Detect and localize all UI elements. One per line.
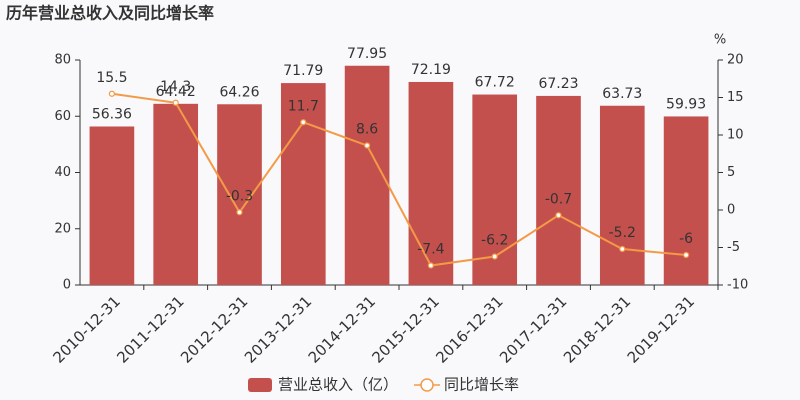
x-tick-label: 2016-12-31 (432, 292, 506, 366)
line-point (172, 99, 179, 106)
line-value-label: 15.5 (96, 70, 127, 86)
legend-label: 同比增长率 (444, 376, 519, 394)
line-value-label: -0.7 (545, 191, 572, 207)
line-value-label: 14.3 (160, 79, 191, 95)
line-value-label: -6.2 (481, 233, 508, 249)
x-tick-label: 2014-12-31 (305, 292, 379, 366)
y2-tick-label: -5 (727, 240, 740, 255)
line-value-label: 11.7 (288, 98, 319, 114)
bar-value-label: 67.23 (538, 76, 578, 92)
bar (217, 104, 262, 285)
line-point (682, 251, 690, 259)
line-point (619, 245, 626, 253)
line-value-label: -7.4 (417, 242, 444, 258)
line-value-label: -5.2 (609, 225, 636, 241)
x-tick-label: 2015-12-31 (369, 292, 443, 366)
y2-tick-label: -10 (727, 278, 748, 293)
line-point (236, 209, 243, 216)
bar (153, 103, 199, 285)
x-tick-label: 2013-12-31 (241, 292, 315, 366)
bar (599, 105, 645, 286)
y-tick-label: 80 (54, 53, 71, 68)
y-tick-label: 20 (54, 221, 71, 236)
line-point (108, 90, 116, 97)
y2-tick-label: 20 (727, 53, 744, 68)
bar-value-label: 64.42 (156, 84, 196, 100)
line-value-label: -6 (679, 231, 693, 247)
bar-value-label: 56.36 (92, 106, 132, 122)
y2-tick-label: 15 (727, 90, 744, 105)
x-tick-label: 2011-12-31 (113, 292, 187, 366)
line-point (364, 142, 371, 149)
line-point (555, 212, 562, 219)
y2-tick-label: 0 (727, 203, 735, 218)
line (111, 92, 687, 267)
bar-value-label: 72.19 (411, 62, 451, 78)
bar (89, 126, 135, 285)
x-tick-label: 2010-12-31 (50, 292, 124, 366)
y-tick-label: 0 (63, 278, 71, 293)
bar (280, 83, 326, 285)
chart-title: 历年营业总收入及同比增长率 (6, 4, 214, 23)
x-tick-label: 2012-12-31 (177, 292, 251, 366)
line-point (491, 253, 498, 260)
y-tick-label: 40 (54, 165, 71, 180)
line-value-label: -0.3 (226, 188, 253, 204)
line-value-label: 8.6 (356, 122, 378, 138)
legend-swatch (420, 378, 434, 392)
bar-value-label: 63.73 (602, 86, 642, 102)
bar-value-label: 59.93 (666, 96, 706, 112)
bar-value-label: 67.72 (475, 75, 515, 91)
y2-tick-label: 5 (727, 165, 735, 180)
legend-swatch (248, 378, 272, 392)
bar (663, 116, 709, 286)
x-tick-label: 2019-12-31 (624, 292, 698, 366)
bar-value-label: 64.26 (219, 84, 259, 100)
bar (408, 81, 454, 285)
y-tick-label: 60 (54, 109, 71, 124)
bar (536, 95, 581, 286)
bar-value-label: 77.95 (347, 46, 387, 62)
bar (472, 94, 518, 285)
line-point (427, 262, 434, 269)
y2-tick-label: 10 (727, 128, 744, 143)
x-tick-label: 2017-12-31 (496, 292, 570, 366)
line-point (300, 119, 307, 126)
legend-label: 营业总收入（亿） (278, 376, 398, 394)
y2-axis-label: % (714, 33, 726, 48)
x-tick-label: 2018-12-31 (560, 292, 634, 366)
bar-value-label: 71.79 (283, 63, 323, 79)
